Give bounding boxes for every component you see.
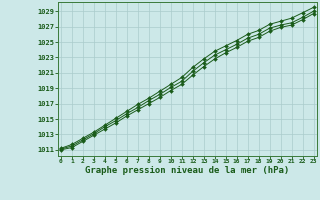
X-axis label: Graphe pression niveau de la mer (hPa): Graphe pression niveau de la mer (hPa) [85, 166, 289, 175]
